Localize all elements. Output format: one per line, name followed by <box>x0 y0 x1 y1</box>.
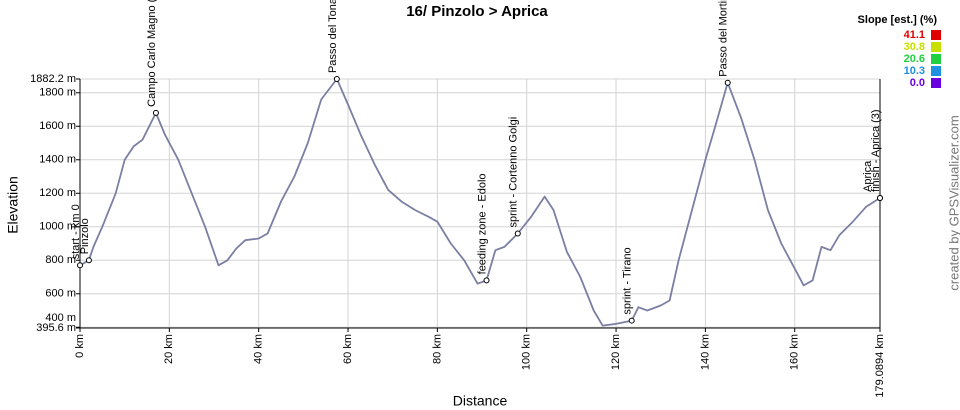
x-tick-label: 40 km <box>253 334 265 364</box>
x-tick-label: 100 km <box>521 334 533 370</box>
y-tick-label: 600 m <box>45 288 76 300</box>
waypoint-marker <box>514 230 521 237</box>
waypoint-label: start - km 0 <box>70 204 82 259</box>
x-tick-label: 160 km <box>789 334 801 370</box>
waypoint-marker <box>877 194 883 201</box>
legend-value: 10.3 <box>904 65 925 77</box>
waypoint-label: feeding zone - Edolo <box>476 173 488 274</box>
legend-swatch <box>931 30 941 40</box>
legend-value: 41.1 <box>904 29 925 41</box>
waypoint-marker <box>724 79 731 86</box>
waypoint-label: sprint - Tirano <box>622 247 634 314</box>
legend-swatch <box>931 42 941 52</box>
waypoint-marker <box>85 257 92 264</box>
waypoint-label: Pinzolo <box>79 218 91 254</box>
elevation-line <box>79 78 881 327</box>
x-tick-label: 80 km <box>431 334 443 364</box>
waypoint-marker <box>483 277 490 284</box>
credit: created by GPSVisualizer.com <box>946 115 960 290</box>
waypoint-label: sprint - Cortenno Golgi <box>508 117 520 228</box>
y-tick-label: 1800 m <box>39 87 76 99</box>
waypoint-label: Passo del Mortir <box>718 0 730 77</box>
x-tick-label: 120 km <box>610 334 622 370</box>
y-tick-label: 395.6 m <box>36 322 76 334</box>
x-tick-label: 60 km <box>342 334 354 364</box>
y-axis-title: Elevation <box>5 176 21 234</box>
y-tick-label: 1200 m <box>39 187 76 199</box>
x-tick-label: 140 km <box>699 334 711 370</box>
legend-swatch <box>931 54 941 64</box>
x-tick-label: 179.0894 km <box>874 334 886 398</box>
legend-value: 20.6 <box>904 53 925 65</box>
waypoint-marker <box>152 109 159 116</box>
y-tick-label: 1000 m <box>39 221 76 233</box>
y-tick-label: 400 m <box>45 312 76 324</box>
legend-value: 0.0 <box>910 77 925 89</box>
y-tick-label: 1882.2 m <box>30 73 76 85</box>
legend-swatch <box>931 78 941 88</box>
waypoint-label: Aprica <box>862 160 874 192</box>
legend-value: 30.8 <box>904 41 925 53</box>
legend-swatch <box>931 66 941 76</box>
waypoint-marker <box>333 76 340 83</box>
waypoint-label: finish - Aprica (3) <box>870 109 882 192</box>
waypoint-label: Campo Carlo Magno (2 <box>146 0 158 107</box>
y-tick-label: 1600 m <box>39 120 76 132</box>
x-tick-label: 20 km <box>163 334 175 364</box>
legend-title: Slope [est.] (%) <box>858 14 938 26</box>
y-tick-label: 1400 m <box>39 154 76 166</box>
x-tick-label: 0 km <box>74 334 86 358</box>
x-axis-title: Distance <box>453 393 508 409</box>
waypoint-label: Passo del Tonal <box>327 0 339 73</box>
chart-title: 16/ Pinzolo > Aprica <box>406 3 548 20</box>
y-tick-label: 800 m <box>45 254 76 266</box>
waypoint-marker <box>77 262 83 269</box>
waypoint-marker <box>628 317 635 324</box>
